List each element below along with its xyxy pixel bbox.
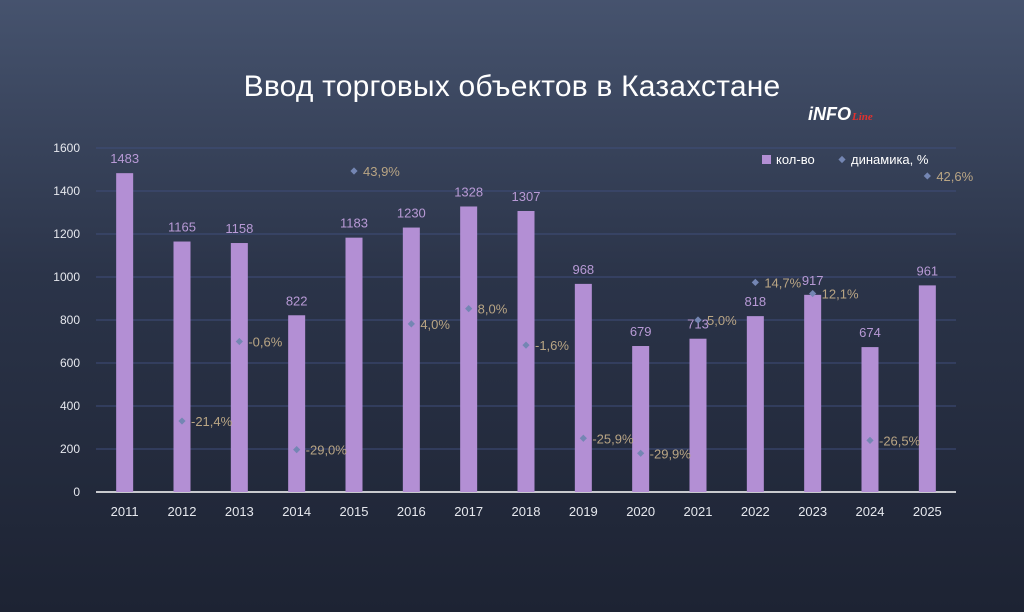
bar xyxy=(230,243,248,492)
dynamics-marker xyxy=(694,316,702,324)
dynamics-value-label: 43,9% xyxy=(363,164,400,179)
logo-sub-text: Line xyxy=(852,111,873,123)
dynamics-value-label: -1,6% xyxy=(535,338,569,353)
dynamics-marker xyxy=(235,337,243,346)
bar-value-label: 1183 xyxy=(340,216,368,231)
y-tick-label: 400 xyxy=(60,399,80,413)
dynamics-marker xyxy=(809,289,817,298)
bar xyxy=(574,283,592,492)
dynamics-value-label: 12,1% xyxy=(822,287,859,302)
dynamics-marker xyxy=(522,341,530,349)
bar-value-label: 1165 xyxy=(168,220,196,235)
bar-value-label: 818 xyxy=(744,294,766,309)
bar xyxy=(288,315,306,492)
bar xyxy=(460,206,478,493)
dynamics-value-label: -26,5% xyxy=(879,433,921,448)
dynamics-value-label: 8,0% xyxy=(478,302,508,317)
bar-value-label: 961 xyxy=(916,263,938,278)
x-tick-label: 2020 xyxy=(626,504,655,519)
infoline-logo: iNFO Line xyxy=(808,104,873,126)
bar xyxy=(689,338,707,492)
dynamics-marker xyxy=(407,320,415,328)
dynamics-value-label: 5,0% xyxy=(707,313,737,328)
dynamics-marker xyxy=(465,305,473,313)
x-tick-label: 2017 xyxy=(454,504,483,519)
x-tick-label: 2014 xyxy=(282,504,311,519)
bar-value-label: 1307 xyxy=(512,189,541,204)
x-tick-label: 2022 xyxy=(741,504,770,519)
bar xyxy=(402,227,420,493)
bar-value-label: 713 xyxy=(687,317,709,332)
bar-value-label: 1230 xyxy=(397,206,426,221)
dynamics-value-label: -25,9% xyxy=(592,431,634,446)
y-tick-label: 1000 xyxy=(53,270,80,284)
bar-value-label: 674 xyxy=(859,325,881,340)
y-tick-label: 1200 xyxy=(53,227,80,241)
dynamics-marker xyxy=(637,449,645,457)
bar-value-label: 968 xyxy=(572,262,594,277)
dynamics-marker xyxy=(293,446,301,454)
bar-value-label: 917 xyxy=(802,273,824,288)
x-tick-label: 2016 xyxy=(397,504,426,519)
bar-value-label: 1483 xyxy=(110,151,139,166)
x-tick-label: 2015 xyxy=(340,504,369,519)
dynamics-value-label: -21,4% xyxy=(191,414,233,429)
y-tick-label: 1600 xyxy=(53,141,80,155)
bar xyxy=(173,241,191,492)
legend-label-dynamics: динамика, % xyxy=(851,152,929,167)
dynamics-value-label: -29,0% xyxy=(306,443,348,458)
bar xyxy=(918,285,936,492)
x-tick-label: 2013 xyxy=(225,504,254,519)
bar-value-label: 679 xyxy=(630,324,652,339)
bar xyxy=(804,294,822,492)
dynamics-marker xyxy=(751,278,759,286)
dynamics-marker xyxy=(923,172,931,180)
dynamics-marker xyxy=(178,417,186,425)
dynamics-value-label: 42,6% xyxy=(936,169,973,184)
y-tick-label: 800 xyxy=(60,313,80,327)
legend-swatch-bars xyxy=(762,155,771,164)
x-tick-label: 2019 xyxy=(569,504,598,519)
dynamics-marker xyxy=(579,434,587,442)
dynamics-value-label: 14,7% xyxy=(764,275,801,290)
dynamics-value-label: -29,9% xyxy=(650,446,692,461)
bar-value-label: 1158 xyxy=(225,221,253,236)
x-tick-label: 2011 xyxy=(111,504,139,519)
x-tick-label: 2023 xyxy=(798,504,827,519)
bar-value-label: 1328 xyxy=(454,184,483,199)
bar xyxy=(116,173,134,492)
dynamics-marker xyxy=(350,167,358,175)
bar xyxy=(746,316,764,492)
legend-swatch-dynamics xyxy=(838,155,846,164)
x-tick-label: 2025 xyxy=(913,504,942,519)
x-tick-label: 2024 xyxy=(856,504,885,519)
dynamics-marker xyxy=(866,436,874,444)
logo-main-text: iNFO xyxy=(808,104,851,124)
chart-title: Ввод торговых объектов в Казахстане xyxy=(243,70,781,103)
dynamics-value-label: 4,0% xyxy=(420,317,450,332)
dynamics-value-label: -0,6% xyxy=(248,335,282,350)
y-tick-label: 1400 xyxy=(53,184,80,198)
y-tick-label: 600 xyxy=(60,356,80,370)
x-tick-label: 2018 xyxy=(512,504,541,519)
bar xyxy=(632,346,650,492)
legend-label-bars: кол-во xyxy=(776,152,815,167)
y-tick-label: 200 xyxy=(60,442,80,456)
x-tick-label: 2012 xyxy=(168,504,197,519)
bar xyxy=(861,347,879,492)
bar xyxy=(517,210,535,492)
bar-value-label: 822 xyxy=(286,293,308,308)
y-tick-label: 0 xyxy=(73,485,80,499)
bar xyxy=(345,237,363,492)
x-tick-label: 2021 xyxy=(684,504,713,519)
